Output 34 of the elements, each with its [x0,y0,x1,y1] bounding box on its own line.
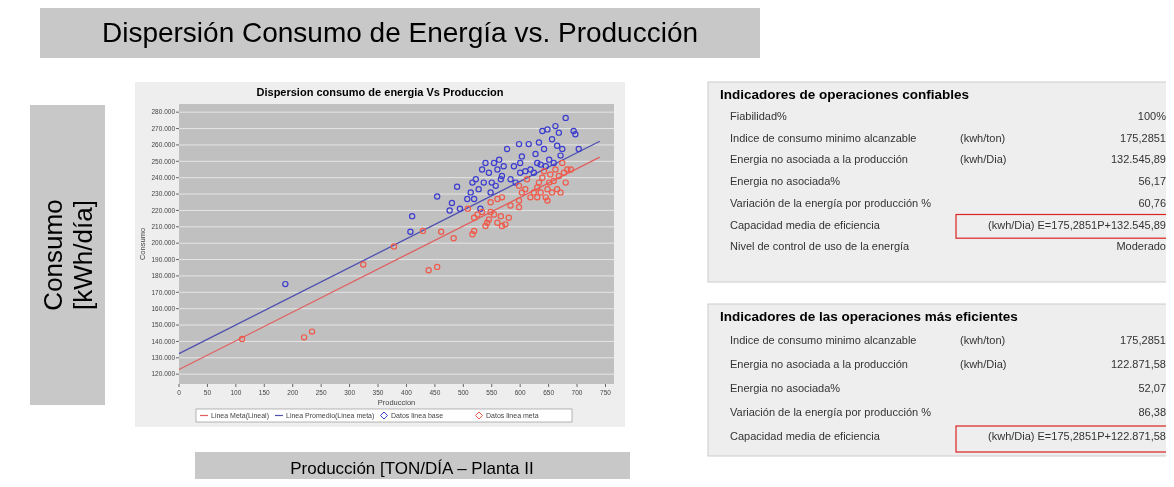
text: Energia no asociada a la producción [730,358,908,370]
text: Consumo [kWh/día] [38,199,98,311]
text: (kwh/Dia) E=175,2851P+132.545,89 [988,218,1166,231]
text: Energia no asociada% [730,175,841,188]
text: 132.545,89 [1110,153,1166,166]
text: Indice de consumo minimo alcanzable [730,131,917,144]
text: Variación de la energía por producción % [730,406,931,418]
text: Capacidad media de eficiencia [730,430,880,442]
text: (kwh/ton) [960,131,1006,144]
text: 86,38 [1138,406,1166,418]
text: 175,2851 [1120,131,1166,144]
text: 60,76 [1138,196,1166,209]
text: Nivel de control de uso de la energía [730,240,910,253]
text: 175,2851 [1120,334,1166,346]
text: Moderado [1116,240,1166,253]
chart-title: Dispersion consumo de energia Vs Produccion [256,86,504,98]
text: Indicadores de operaciones confiables [720,87,970,102]
text: (kwh/Dia) E=175,2851P+122.871,58 [988,430,1166,442]
text: (kwh/Dia) [960,358,1007,370]
text: Indicadores de las operaciones más eficientes [720,309,1018,324]
text: Indice de consumo minimo alcanzable [730,334,917,346]
text: Energia no asociada% [730,382,841,394]
text: Dispersión Consumo de Energía vs. Producción [101,17,699,48]
text: Fiabilidad% [730,110,787,122]
text: Capacidad media de eficiencia [730,218,880,231]
text: Variación de la energía por producción % [730,196,931,209]
text: Producción [TON/DÍA – Planta II [290,459,534,478]
text: 52,07 [1138,382,1166,394]
text: 100% [1137,110,1166,122]
text: 56,17 [1138,175,1166,188]
text: (kwh/ton) [960,334,1006,346]
text: 122.871,58 [1110,358,1166,370]
text: Energia no asociada a la producción [730,153,908,166]
text: (kwh/Dia) [960,153,1007,166]
